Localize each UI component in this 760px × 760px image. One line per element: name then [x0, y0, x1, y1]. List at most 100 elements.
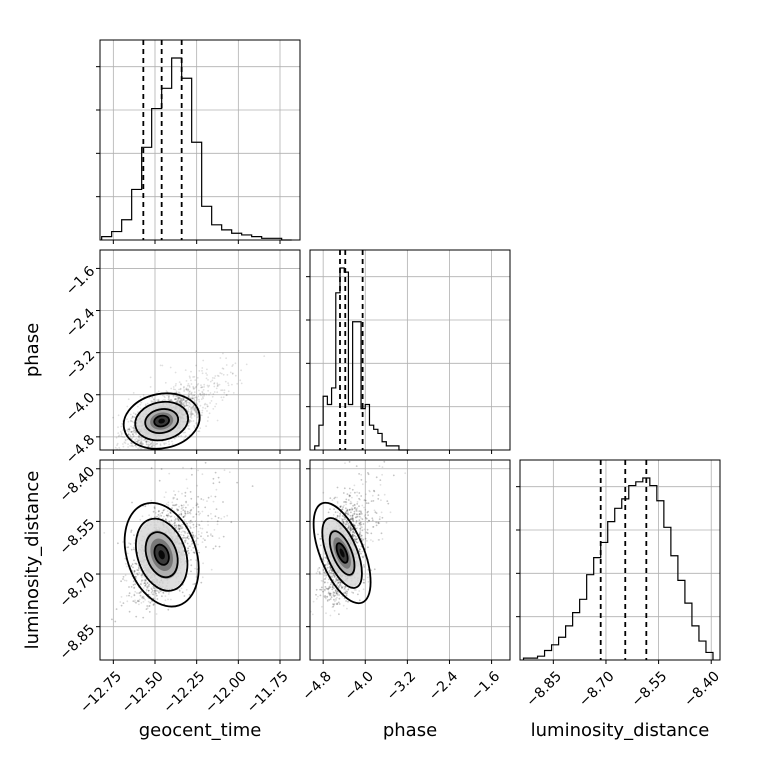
- sample-point: [195, 559, 197, 561]
- sample-point: [127, 546, 129, 549]
- sample-point: [124, 574, 127, 577]
- sample-point: [150, 499, 153, 502]
- sample-point: [203, 394, 205, 397]
- sample-point: [187, 537, 190, 540]
- sample-point: [187, 395, 190, 398]
- sample-point: [194, 520, 197, 522]
- sample-point: [129, 445, 132, 447]
- sample-point: [182, 398, 185, 401]
- sample-point: [150, 467, 153, 470]
- x-tick-label-geocent-time: −11.75: [244, 668, 292, 716]
- sample-point: [180, 527, 183, 530]
- sample-point: [140, 582, 142, 585]
- sample-point: [164, 381, 167, 384]
- sample-point: [191, 412, 194, 415]
- sample-point: [177, 509, 180, 512]
- sample-point: [207, 496, 210, 499]
- sample-point: [140, 436, 142, 439]
- sample-point: [140, 579, 143, 582]
- sample-point: [149, 444, 152, 446]
- sample-point: [173, 437, 176, 440]
- sample-point: [177, 397, 179, 400]
- sample-point: [189, 512, 192, 515]
- sample-point: [123, 441, 126, 444]
- sample-point: [184, 436, 187, 438]
- sample-point: [184, 495, 187, 497]
- sample-point: [181, 525, 183, 528]
- sample-point: [177, 451, 179, 453]
- sample-point: [167, 504, 170, 506]
- sample-point: [178, 396, 181, 399]
- sample-point: [170, 598, 172, 601]
- sample-point: [127, 433, 130, 435]
- sample-point: [189, 509, 192, 512]
- sample-point: [192, 387, 195, 389]
- sample-point: [153, 507, 156, 510]
- sample-point: [171, 501, 174, 504]
- sample-point: [155, 613, 158, 615]
- sample-point: [182, 403, 185, 406]
- sample-point: [190, 497, 193, 500]
- sample-point: [192, 551, 195, 554]
- sample-point: [212, 500, 215, 503]
- sample-point: [179, 402, 182, 405]
- sample-point: [208, 412, 211, 415]
- sample-point: [185, 500, 188, 503]
- sample-point: [205, 377, 208, 380]
- sample-point: [181, 401, 183, 403]
- sample-point: [188, 393, 191, 396]
- sample-point: [131, 420, 134, 423]
- sample-point: [202, 562, 205, 565]
- sample-point: [196, 416, 199, 419]
- sample-point: [136, 573, 139, 576]
- sample-point: [138, 446, 141, 449]
- sample-point: [192, 405, 195, 408]
- sample-point: [186, 542, 189, 545]
- sample-point: [167, 514, 170, 517]
- sample-point: [156, 598, 159, 600]
- sample-point: [215, 508, 218, 510]
- panel-frame: [309, 249, 511, 451]
- sample-point: [118, 434, 121, 437]
- sample-point: [216, 419, 219, 422]
- y-tick-label-phase: −4.8: [63, 432, 98, 467]
- sample-point: [186, 401, 189, 404]
- sample-point: [200, 498, 203, 500]
- sample-point: [171, 440, 173, 443]
- sample-point: [184, 510, 186, 513]
- sample-point: [190, 396, 193, 399]
- sample-point: [133, 559, 135, 562]
- sample-point: [189, 406, 192, 408]
- sample-point: [122, 443, 124, 445]
- sample-point: [173, 524, 176, 527]
- sample-point: [177, 508, 179, 511]
- sample-point: [133, 429, 136, 432]
- sample-point: [201, 541, 204, 543]
- sample-point: [133, 542, 136, 545]
- sample-point: [188, 384, 191, 387]
- sample-point: [142, 439, 145, 441]
- sample-point: [164, 396, 166, 399]
- sample-point: [157, 399, 160, 402]
- sample-point: [162, 509, 165, 512]
- sample-point: [202, 359, 205, 362]
- sample-point: [213, 529, 216, 531]
- hist-panel-geocent-time: [96, 39, 301, 244]
- sample-point: [212, 482, 215, 485]
- sample-point: [194, 407, 197, 409]
- sample-point: [178, 396, 181, 398]
- sample-point: [177, 509, 180, 512]
- sample-point: [115, 436, 118, 439]
- sample-point: [174, 518, 177, 520]
- sample-point: [225, 357, 228, 360]
- sample-point: [177, 519, 180, 522]
- sample-point: [127, 428, 129, 431]
- sample-point: [184, 512, 186, 515]
- sample-point: [201, 372, 204, 375]
- sample-point: [159, 513, 162, 515]
- sample-point: [227, 384, 230, 387]
- sample-point: [126, 451, 128, 453]
- sample-point: [140, 440, 142, 443]
- sample-point: [128, 586, 130, 588]
- sample-point: [163, 496, 166, 498]
